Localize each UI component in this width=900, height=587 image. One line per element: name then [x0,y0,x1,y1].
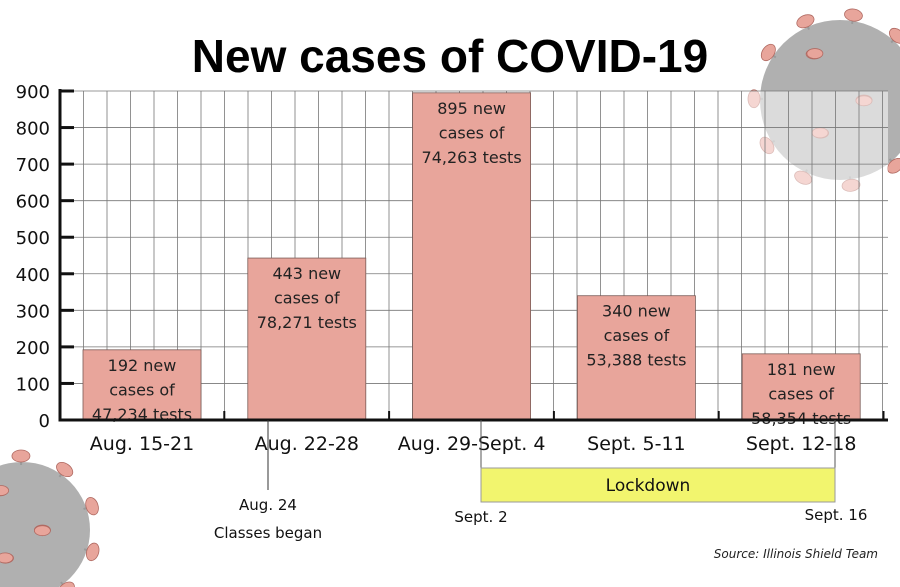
y-tick-label: 600 [16,192,50,213]
lockdown-annotation: Lockdown Sept. 2 Sept. 16 [454,420,867,526]
source-note: Source: Illinois Shield Team [714,547,878,561]
y-tick-label: 900 [16,82,50,103]
virus-spike [0,485,10,496]
bar-data-label: 74,263 tests [422,148,522,167]
bar [577,295,696,421]
bar-data-label: 58,354 tests [751,409,851,428]
y-tick-label: 0 [39,411,50,432]
bar [412,92,532,421]
bar-data-label: cases of [274,289,340,308]
x-tick-labels: Aug. 15-21 Aug. 22-28 Aug. 29-Sept. 4 Sept.… [90,433,857,455]
bar-data-label: cases of [109,380,175,399]
x-tick-label: Aug. 15-21 [90,433,194,455]
lockdown-bar [480,467,836,503]
x-tick-label: Sept. 12-18 [746,433,857,455]
bar-data-label: 181 new [767,360,836,379]
virus-spike [844,8,863,22]
x-tick-label: Sept. 5-11 [587,433,685,455]
virus-spike [806,48,824,59]
virus-spike [33,525,51,537]
bar-data-label: cases of [604,326,670,345]
axes [58,89,888,422]
bar-data-label: cases of [768,384,834,403]
bar-data-label: 895 new [437,99,506,118]
y-tick-label: 400 [16,265,50,286]
y-tick-label: 800 [16,119,50,140]
virus-spike [85,542,100,562]
classes-label: Classes began [214,524,322,542]
chart-title: New cases of COVID-19 [192,30,708,82]
y-tick-label: 100 [16,374,50,395]
virus-body [0,462,90,587]
bar [741,353,861,421]
x-tick-label: Aug. 29-Sept. 4 [398,433,546,455]
virus-spike [11,449,31,463]
bar [247,257,367,421]
lockdown-end: Sept. 16 [805,506,868,524]
lockdown-label: Lockdown [606,476,691,496]
bar-data-label: 53,388 tests [586,351,686,370]
y-tick-label: 500 [16,228,50,249]
virus-spike [796,14,815,29]
y-tick-label: 700 [16,155,50,176]
virus-spike [760,43,776,62]
virus-spike [887,158,900,174]
virus-spike [85,497,99,516]
virus-spike [0,552,14,564]
x-tick-label: Aug. 22-28 [255,433,359,455]
classes-annotation: Aug. 24 Classes began [214,420,322,542]
bar-data-label: 443 new [272,264,341,283]
classes-date: Aug. 24 [239,496,297,514]
bar-data-label: cases of [439,123,505,142]
bar-data-label: 192 new [108,356,177,375]
virus-spike [889,27,900,44]
y-tick-labels: 0 100 200 300 400 500 600 700 800 900 [16,82,50,432]
virus-spike [56,461,74,478]
lockdown-start: Sept. 2 [454,508,507,526]
virus-spike [57,581,75,587]
y-tick-label: 200 [16,338,50,359]
bar-data-label: 78,271 tests [257,313,357,332]
y-tick-label: 300 [16,301,50,322]
bar-data-label: 340 new [602,302,671,321]
